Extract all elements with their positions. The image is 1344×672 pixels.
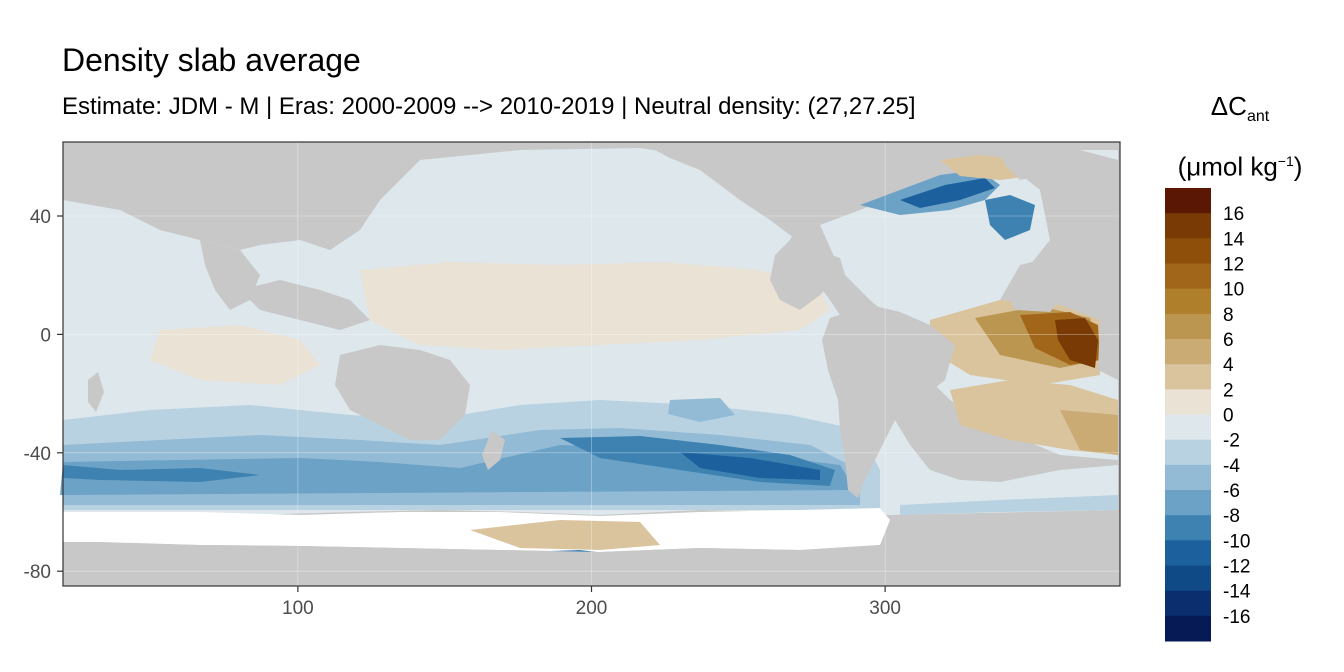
labrador-sea (985, 195, 1035, 240)
chart-subtitle: Estimate: JDM - M | Eras: 2000-2009 --> … (62, 93, 916, 120)
south-pacific-deepest (680, 452, 820, 480)
australia (335, 345, 470, 440)
legend-tick-label: 4 (1223, 355, 1234, 376)
legend-tick-label: -12 (1223, 557, 1250, 578)
madagascar (88, 372, 104, 412)
legend-color-step (1165, 565, 1211, 592)
legend-colorbar: 16 14 12 10 8 6 4 2 0 -2 -4 -6 -8 -10 -12 -14 -16 (1165, 188, 1251, 642)
x-tick-label: 300 (869, 598, 901, 619)
map-panel (60, 141, 1121, 587)
legend-tick-label: -14 (1223, 582, 1251, 603)
tropical-pacific-band (360, 262, 830, 350)
continents (63, 142, 1118, 586)
legend-tick-label: 8 (1223, 305, 1234, 326)
legend-tick-label: 14 (1223, 229, 1245, 250)
legend-color-step (1165, 490, 1211, 516)
legend-tick-label: 2 (1223, 380, 1234, 401)
legend-color-step (1165, 414, 1211, 441)
legend-tick-label: -16 (1223, 607, 1250, 628)
legend-color-step (1165, 364, 1211, 390)
legend-color-step (1165, 188, 1211, 214)
legend-unit-close: ) (1293, 151, 1303, 182)
south-america (822, 305, 955, 498)
legend-color-step (1165, 615, 1211, 642)
legend-tick-label: 6 (1223, 330, 1234, 351)
legend-color-step (1165, 389, 1211, 415)
antarctica (63, 542, 1118, 586)
x-tick-label: 200 (576, 598, 608, 619)
legend-tick-label: -10 (1223, 531, 1250, 552)
legend-tick-label: 12 (1223, 255, 1244, 276)
legend-color-step (1165, 590, 1211, 617)
legend-title-sub: ant (1246, 108, 1270, 126)
weddell-sea (900, 495, 1118, 515)
legend-color-step (1165, 540, 1211, 566)
y-tick-label: 40 (30, 207, 51, 228)
legend-title-main: ΔC (1210, 91, 1247, 121)
greenland (1000, 142, 1070, 180)
north-atlantic-deep (900, 178, 995, 208)
legend-tick-label: -6 (1223, 481, 1240, 502)
india (200, 240, 260, 310)
indian-warm-patch (150, 325, 320, 385)
ross-sea-warm (470, 520, 660, 550)
legend-tick-label: 16 (1223, 204, 1244, 225)
x-tick-label: 100 (282, 598, 314, 619)
legend-color-step (1165, 439, 1211, 466)
legend-tick-label: 10 (1223, 280, 1244, 301)
gulf-of-guinea (1055, 318, 1098, 368)
north-america (640, 142, 900, 310)
chart-title: Density slab average (62, 42, 361, 78)
legend-color-step (1165, 313, 1211, 340)
y-axis: 40 0 -40 -80 (24, 207, 63, 583)
south-atlantic-strong (1060, 410, 1118, 455)
new-zealand (482, 430, 505, 470)
x-axis: 100 200 300 (282, 586, 901, 619)
y-tick-label: -40 (24, 444, 51, 465)
legend-tick-label: 0 (1223, 406, 1234, 427)
asia (63, 142, 420, 250)
legend-color-step (1165, 263, 1211, 290)
maritime-continent (240, 280, 370, 330)
legend-tick-label: -2 (1223, 431, 1240, 452)
legend-title: ΔCant (μmol kg−1) (1160, 84, 1320, 189)
legend-color-step (1165, 213, 1211, 239)
legend-color-step (1165, 238, 1211, 264)
legend-color-step (1165, 515, 1211, 541)
y-tick-label: 0 (40, 325, 51, 346)
south-pacific-patch (668, 398, 735, 422)
legend-color-step (1165, 288, 1211, 315)
legend-unit-exp: −1 (1277, 153, 1294, 170)
legend-unit-open: (μmol kg (1177, 151, 1278, 182)
legend-color-step (1165, 464, 1211, 491)
legend-tick-label: -8 (1223, 506, 1240, 527)
gridlines (63, 142, 1120, 586)
legend-tick-label: -4 (1223, 456, 1240, 477)
indian-south-dark (63, 465, 260, 482)
legend-color-step (1165, 339, 1211, 365)
y-tick-label: -80 (24, 562, 51, 583)
